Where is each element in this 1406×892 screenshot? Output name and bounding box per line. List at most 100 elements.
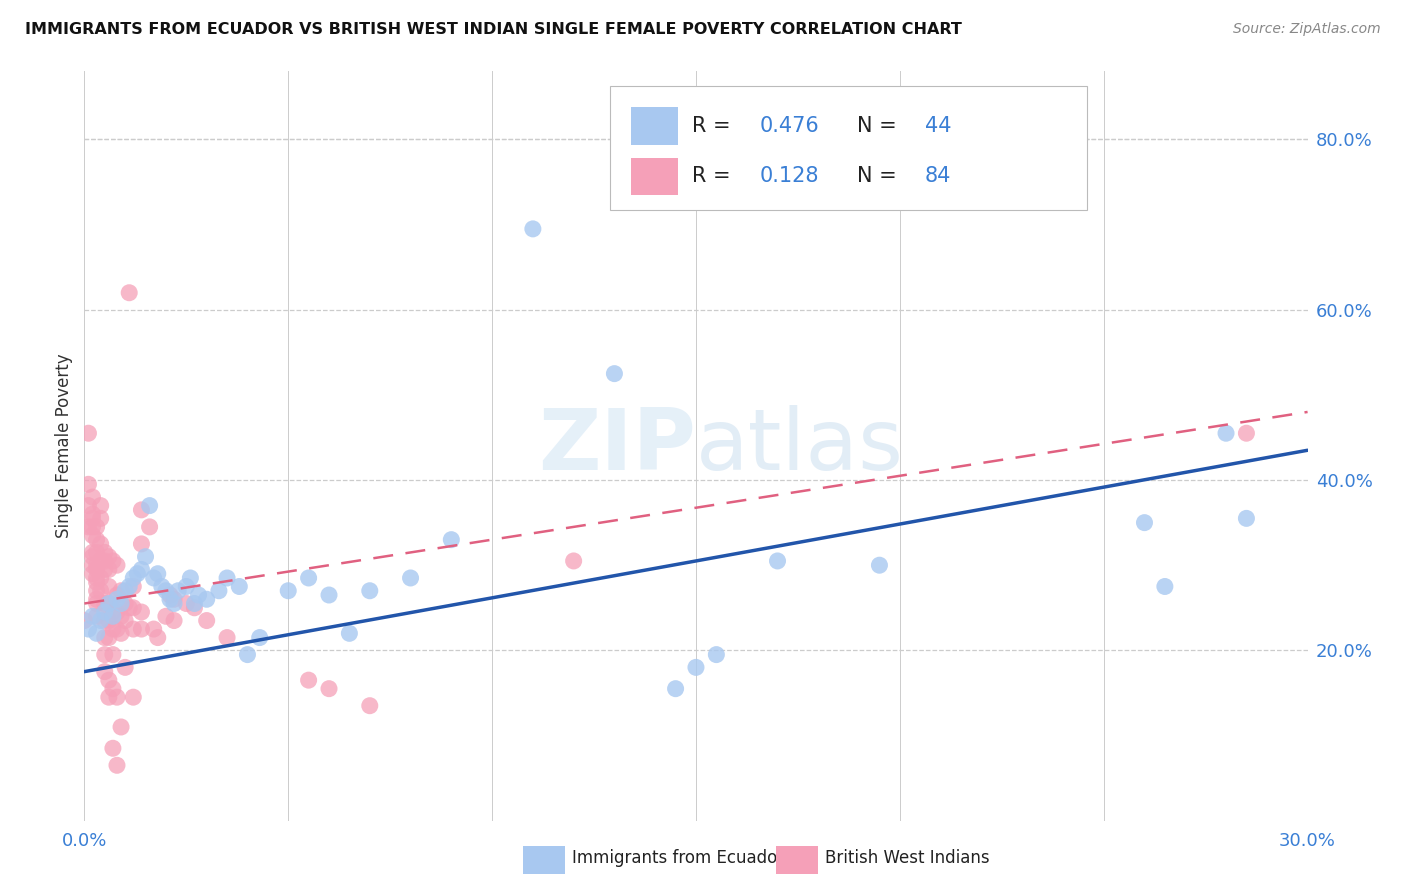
Point [318,681,340,696]
Point [228,580,250,594]
Point [110,583,132,598]
Point [127,566,149,581]
Point [86,545,108,559]
Point [399,571,422,585]
Point [90,571,112,585]
Point [114,583,136,598]
Point [122,571,145,585]
Point [187,588,209,602]
Point [105,605,128,619]
Y-axis label: Single Female Poverty: Single Female Poverty [55,354,73,538]
Point [77,520,100,534]
Point [86,597,108,611]
Point [82,566,104,581]
Text: N =: N = [858,166,904,186]
Point [159,592,181,607]
Point [217,631,239,645]
Point [86,583,108,598]
Point [249,631,271,645]
Point [114,660,136,674]
Point [101,605,124,619]
Point [90,537,112,551]
Point [277,583,299,598]
Point [138,499,160,513]
Point [208,583,231,598]
Point [105,622,128,636]
Point [110,597,132,611]
Point [77,499,100,513]
Point [82,549,104,564]
Point [195,592,218,607]
Point [118,285,141,300]
Point [359,698,381,713]
Point [82,511,104,525]
Point [82,545,104,559]
Point [159,588,181,602]
Text: ZIP: ZIP [538,404,696,488]
Point [114,597,136,611]
Point [217,571,239,585]
Point [105,758,128,772]
Point [101,648,124,662]
Point [93,614,115,628]
Point [93,648,115,662]
Point [110,626,132,640]
Point [110,720,132,734]
Point [155,609,177,624]
Point [146,631,169,645]
Point [195,614,218,628]
Point [97,673,120,688]
Point [339,626,361,640]
Point [131,503,153,517]
Text: British West Indians: British West Indians [825,849,990,867]
Point [101,741,124,756]
Point [122,600,145,615]
Point [522,222,544,236]
Point [86,575,108,590]
Point [90,499,112,513]
Point [86,562,108,576]
Point [150,580,173,594]
Point [77,426,100,441]
Point [118,600,141,615]
Point [86,571,108,585]
Point [97,580,120,594]
Text: 44: 44 [925,116,952,136]
Point [179,571,201,585]
Point [236,648,259,662]
Point [82,490,104,504]
Point [82,609,104,624]
Point [1133,516,1156,530]
Point [146,566,169,581]
Point [174,580,197,594]
Text: N =: N = [858,116,904,136]
Point [110,609,132,624]
Point [135,549,157,564]
Point [1236,511,1258,525]
Point [73,614,96,628]
Point [97,597,120,611]
Text: 0.476: 0.476 [759,116,820,136]
Point [665,681,688,696]
Text: IMMIGRANTS FROM ECUADOR VS BRITISH WEST INDIAN SINGLE FEMALE POVERTY CORRELATION: IMMIGRANTS FROM ECUADOR VS BRITISH WEST … [25,22,962,37]
Text: 84: 84 [925,166,950,186]
Point [86,533,108,547]
Point [298,673,321,688]
Point [82,558,104,573]
Point [318,588,340,602]
Point [93,562,115,576]
Point [1215,426,1237,441]
Point [105,558,128,573]
Point [90,583,112,598]
Point [90,511,112,525]
Point [105,690,128,705]
Point [86,558,108,573]
Point [142,622,165,636]
Point [93,665,115,679]
Point [603,367,626,381]
Point [131,537,153,551]
Point [766,554,789,568]
Text: 0.128: 0.128 [759,166,820,186]
Point [93,545,115,559]
Point [114,614,136,628]
